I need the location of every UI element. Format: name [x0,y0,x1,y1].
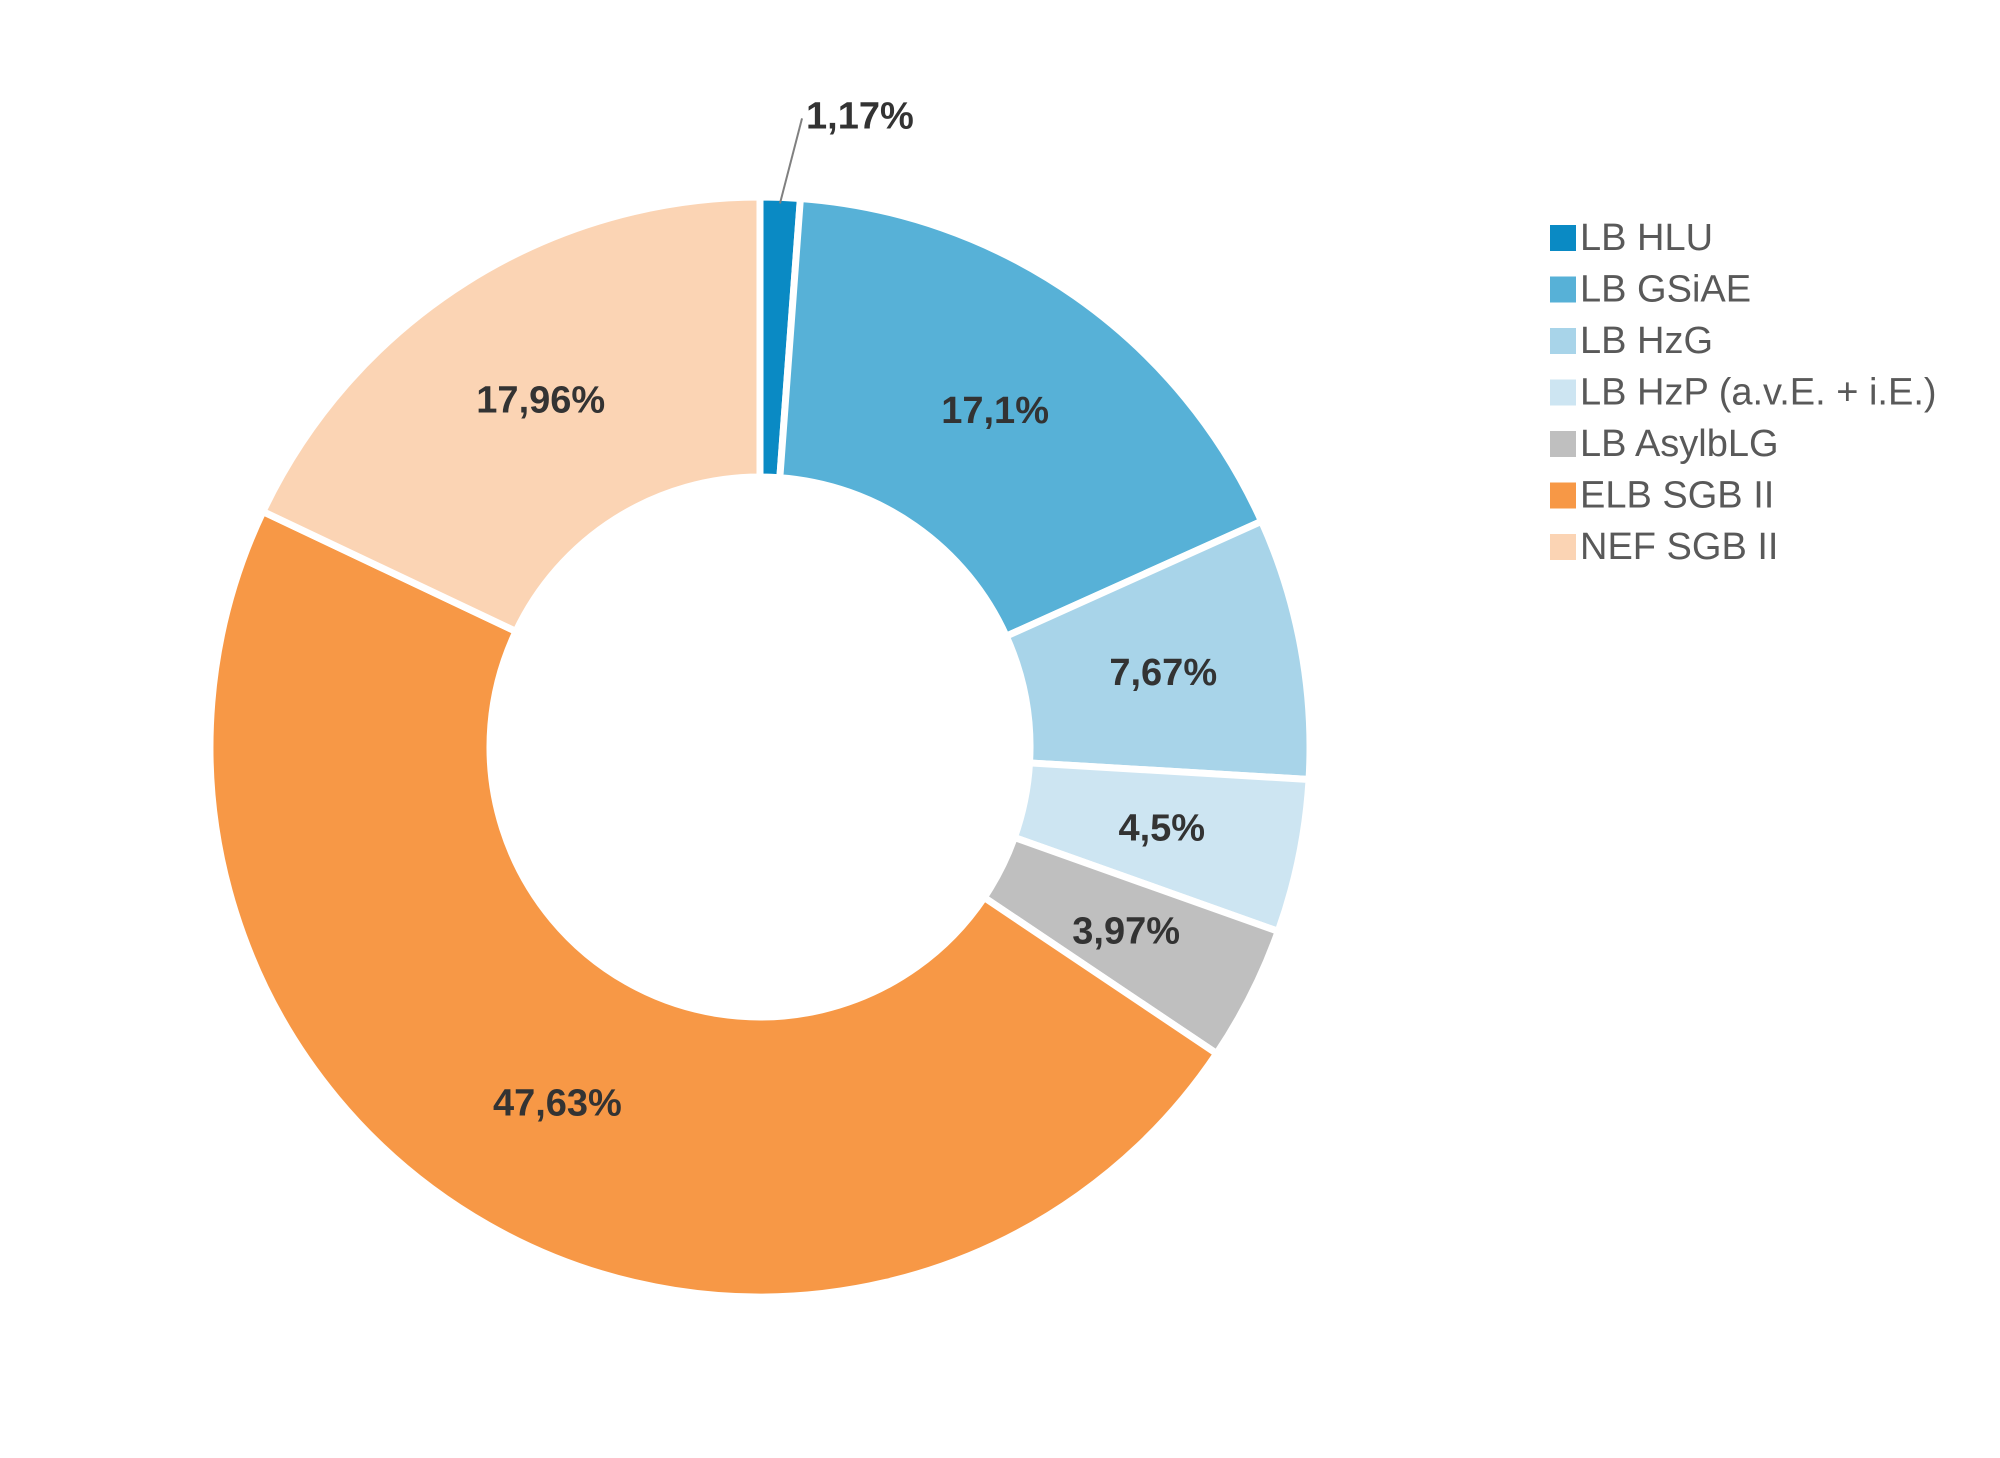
slice-label-elb-sgb-ii: 47,63% [493,1082,622,1124]
legend-label-nef-sgb-ii: NEF SGB II [1580,526,1778,568]
donut-slices [206,193,1314,1301]
slice-label-lb-asylblg: 3,97% [1072,910,1180,952]
legend-swatch-lb-hlu [1550,225,1576,251]
slice-elb-sgb-ii [206,508,1221,1301]
legend-label-lb-asylblg: LB AsylbLG [1580,423,1779,465]
legend-label-lb-hzp-a-v-e-i-e: LB HzP (a.v.E. + i.E.) [1580,372,1937,414]
legend-swatch-lb-gsiae [1550,276,1576,303]
slice-label-lb-gsiae: 17,1% [941,390,1049,432]
legend-label-lb-hlu: LB HLU [1580,217,1713,259]
legend-label-lb-hzg: LB HzG [1580,320,1713,362]
legend-swatch-lb-hzg [1550,328,1576,354]
slice-labels: 1,17% 17,1% 7,67% 4,5% 3,97% 47,63% 17,96% [476,95,1217,1124]
legend-label-lb-gsiae: LB GSiAE [1580,269,1751,311]
legend-swatch-lb-hzp-a-v-e-i-e [1550,379,1576,406]
slice-nef-sgb-ii [259,193,764,635]
slice-lb-gsiae [776,194,1266,640]
slice-label-nef-sgb-ii: 17,96% [476,380,605,422]
legend: LB HLU LB GSiAE LB HzG LB HzP (a.v.E. + i.E… [1550,217,1937,568]
legend-swatch-lb-asylblg [1550,431,1576,457]
leader-line-lb-hlu [779,118,803,204]
slice-label-lb-hzp-a-v-e-i-e: 4,5% [1118,808,1205,850]
legend-swatch-elb-sgb-ii [1550,482,1576,509]
legend-swatch-nef-sgb-ii [1550,534,1576,560]
legend-label-elb-sgb-ii: ELB SGB II [1580,475,1774,517]
slice-label-lb-hlu: 1,17% [806,95,914,137]
slice-label-lb-hzg: 7,67% [1109,652,1217,694]
